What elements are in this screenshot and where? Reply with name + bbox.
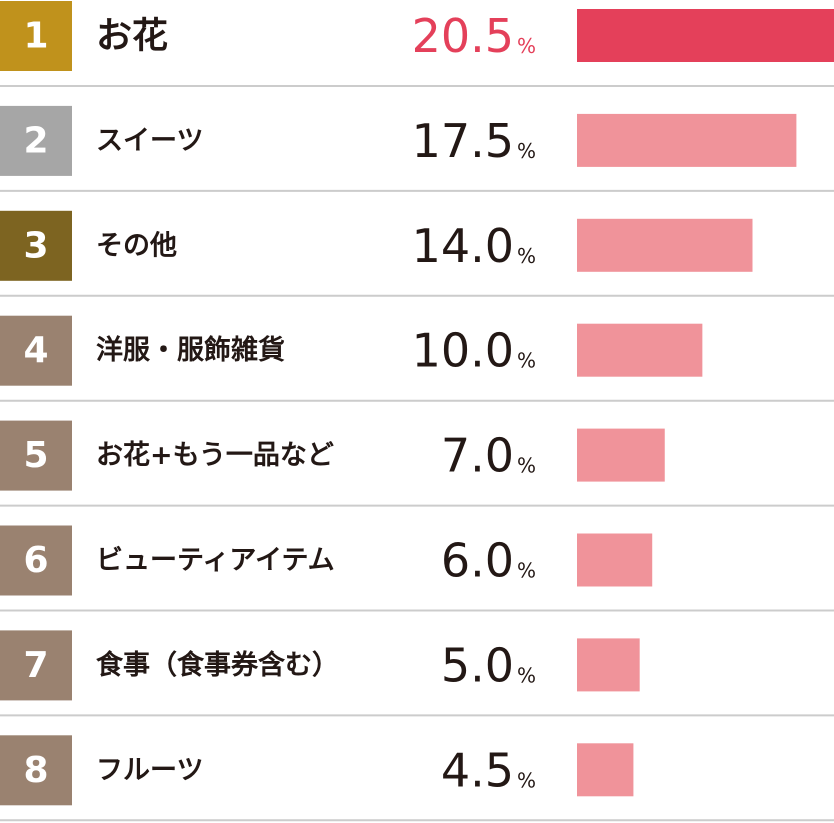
value-unit: % <box>517 454 536 478</box>
value-unit: % <box>517 768 536 792</box>
rank-badge <box>0 105 72 176</box>
category-label: その他 <box>96 230 177 261</box>
category-label: 食事（食事券含む） <box>96 649 339 681</box>
value-unit: % <box>517 244 536 268</box>
rank-number: 4 <box>23 330 48 371</box>
category-label: スイーツ <box>96 125 203 156</box>
value-label: 10.0 <box>412 324 514 378</box>
bar <box>577 113 797 167</box>
category-label: 洋服・服飾雑貨 <box>96 334 285 366</box>
bar <box>577 218 753 272</box>
bar <box>577 323 703 377</box>
rank-number: 3 <box>23 225 48 266</box>
value-unit: % <box>517 139 536 163</box>
bar <box>577 743 634 797</box>
rank-number: 2 <box>23 120 48 161</box>
rank-badge <box>0 210 72 281</box>
bar <box>577 638 640 692</box>
category-label: お花 <box>96 16 168 57</box>
rank-number: 1 <box>23 16 48 57</box>
rank-badge <box>0 630 72 701</box>
rank-badge <box>0 1 72 71</box>
value-unit: % <box>517 663 536 687</box>
value-label: 20.5 <box>412 9 514 63</box>
value-label: 5.0 <box>441 638 514 692</box>
rank-badge <box>0 735 72 806</box>
bar <box>577 9 834 62</box>
rank-badge <box>0 525 72 596</box>
rank-number: 6 <box>23 540 48 581</box>
rank-badge <box>0 420 72 491</box>
category-label: お花+もう一品など <box>96 440 334 471</box>
category-label: ビューティアイテム <box>96 545 335 576</box>
value-unit: % <box>517 349 536 373</box>
value-label: 4.5 <box>441 743 514 797</box>
rank-number: 5 <box>23 435 48 476</box>
value-label: 7.0 <box>441 429 514 483</box>
rank-badge <box>0 315 72 386</box>
value-label: 17.5 <box>412 114 514 168</box>
value-unit: % <box>517 559 536 583</box>
value-unit: % <box>517 34 536 58</box>
value-label: 6.0 <box>441 534 514 588</box>
bar <box>577 533 653 587</box>
category-label: フルーツ <box>96 755 203 786</box>
value-label: 14.0 <box>412 219 514 273</box>
rank-number: 7 <box>23 645 48 686</box>
bar <box>577 428 665 482</box>
rank-number: 8 <box>23 750 48 791</box>
